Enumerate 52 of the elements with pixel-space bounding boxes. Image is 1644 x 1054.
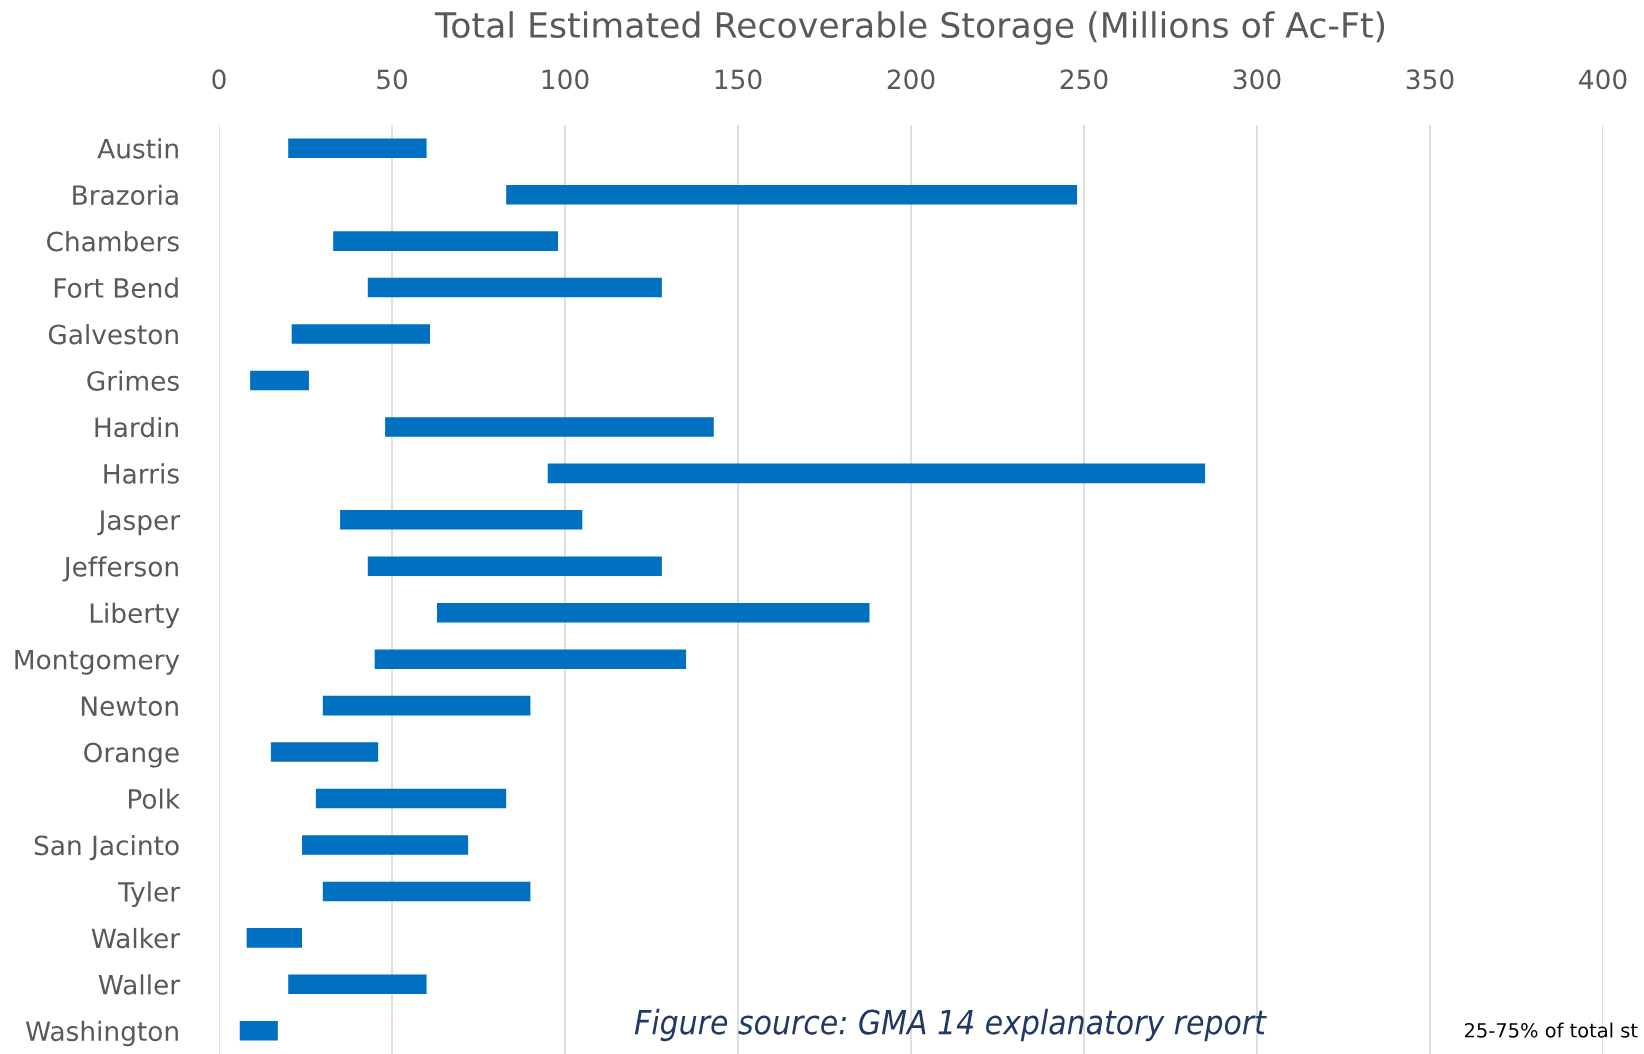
bar — [367, 277, 662, 298]
chart-title: Total Estimated Recoverable Storage (Millions of Ac-Ft) — [434, 11, 1385, 45]
y-tick-label: Brazoria — [73, 184, 178, 206]
y-tick-label: Austin — [97, 138, 178, 159]
bar — [246, 928, 303, 948]
x-tick-label: 100 — [542, 69, 589, 90]
bar — [288, 138, 427, 158]
y-tick-label: Grimes — [87, 370, 179, 391]
x-tick-label: 200 — [887, 69, 935, 90]
x-tick-label: 350 — [1406, 69, 1454, 90]
bar — [322, 881, 531, 902]
y-tick-label: Jefferson — [62, 556, 178, 582]
y-tick-label: Tyler — [118, 881, 181, 907]
y-tick-label: Harris — [104, 463, 179, 484]
y-tick-label: Galveston — [48, 324, 178, 345]
y-tick-label: Orange — [84, 742, 179, 768]
x-tick-label: 0 — [212, 69, 226, 90]
y-tick-label: Washington — [25, 1020, 178, 1047]
y-tick-label: Liberty — [90, 602, 180, 629]
annotation: 25-75% of total st — [1464, 1022, 1638, 1038]
bar — [270, 742, 379, 762]
y-tick-label: San Jacinto — [34, 834, 179, 861]
bar — [436, 602, 870, 623]
y-tick-label: Montgomery — [15, 649, 180, 675]
x-tick-label: 300 — [1233, 69, 1281, 90]
bar — [333, 231, 559, 251]
x-tick-label: 150 — [715, 69, 762, 90]
annotation: Figure source: GMA 14 explanatory report — [634, 1008, 1267, 1042]
bar — [291, 324, 431, 344]
bar — [374, 649, 687, 669]
x-tick-label: 250 — [1060, 69, 1108, 90]
y-tick-label: Jasper — [97, 510, 181, 536]
bar — [385, 417, 714, 437]
y-tick-label: Newton — [81, 696, 178, 717]
bar — [367, 556, 662, 577]
bar — [250, 370, 309, 391]
x-tick-label: 50 — [377, 69, 408, 90]
y-tick-label: Hardin — [95, 416, 178, 438]
y-tick-label: Chambers — [46, 231, 179, 252]
bar — [322, 695, 531, 716]
bar — [302, 835, 469, 855]
bar — [547, 463, 1206, 484]
bar — [315, 788, 507, 809]
bar — [288, 974, 427, 995]
y-tick-label: Polk — [128, 788, 181, 809]
bar — [506, 184, 1078, 205]
bar — [239, 1021, 278, 1041]
bar — [340, 510, 583, 530]
y-tick-label: Walker — [91, 927, 181, 949]
x-tick-label: 400 — [1579, 69, 1627, 90]
y-tick-label: Waller — [98, 974, 181, 995]
y-tick-label: Fort Bend — [54, 277, 178, 298]
